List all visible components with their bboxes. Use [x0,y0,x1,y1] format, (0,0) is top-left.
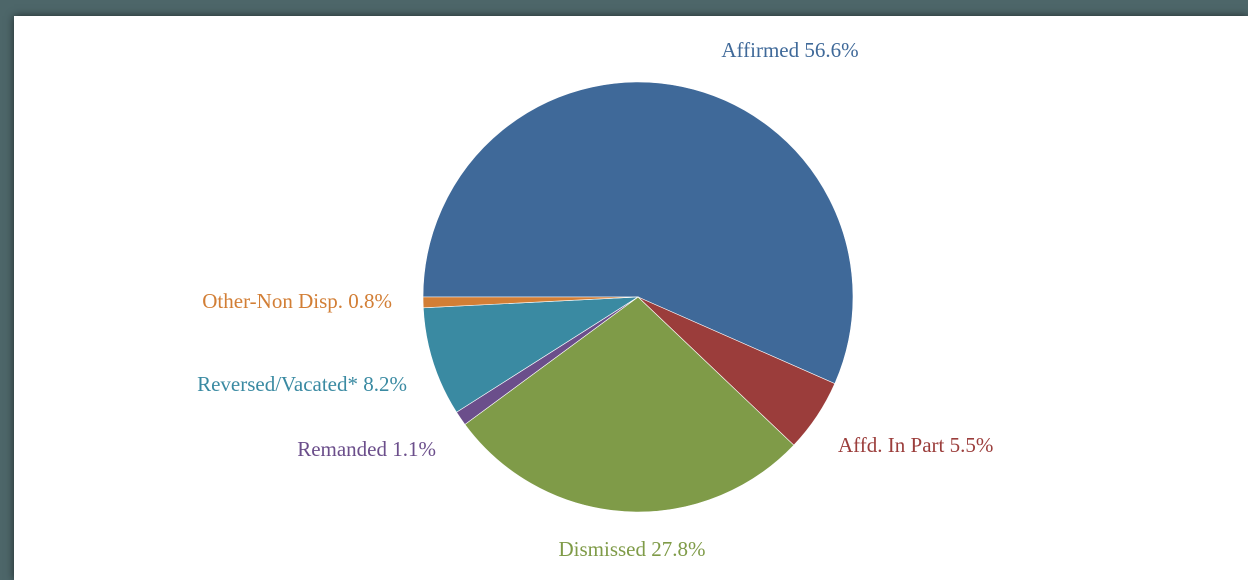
slice-name: Affirmed [721,38,799,62]
slice-label: Affirmed 56.6% [721,38,858,62]
slice-value: 0.8% [348,289,392,313]
slice-label: Other-Non Disp. 0.8% [202,289,392,313]
slice-label: Remanded 1.1% [297,437,436,461]
pie-slice [422,296,639,309]
slice-name: Reversed/Vacated* [197,372,358,396]
slice-value: 27.8% [651,537,705,561]
slice-name: Dismissed [558,537,646,561]
slice-label: Reversed/Vacated* 8.2% [197,372,407,396]
slice-value: 1.1% [392,437,436,461]
pie-slice [422,81,854,385]
slice-name: Other-Non Disp. [202,289,343,313]
pie-slice [422,296,640,413]
slice-value: 5.5% [950,433,994,457]
slice-name: Remanded [297,437,387,461]
pie-slice [464,296,795,513]
slice-label: Dismissed 27.8% [558,537,705,561]
slice-label: Affd. In Part 5.5% [838,433,993,457]
slice-name: Affd. In Part [838,433,945,457]
slice-value: 8.2% [363,372,407,396]
slice-value: 56.6% [804,38,858,62]
